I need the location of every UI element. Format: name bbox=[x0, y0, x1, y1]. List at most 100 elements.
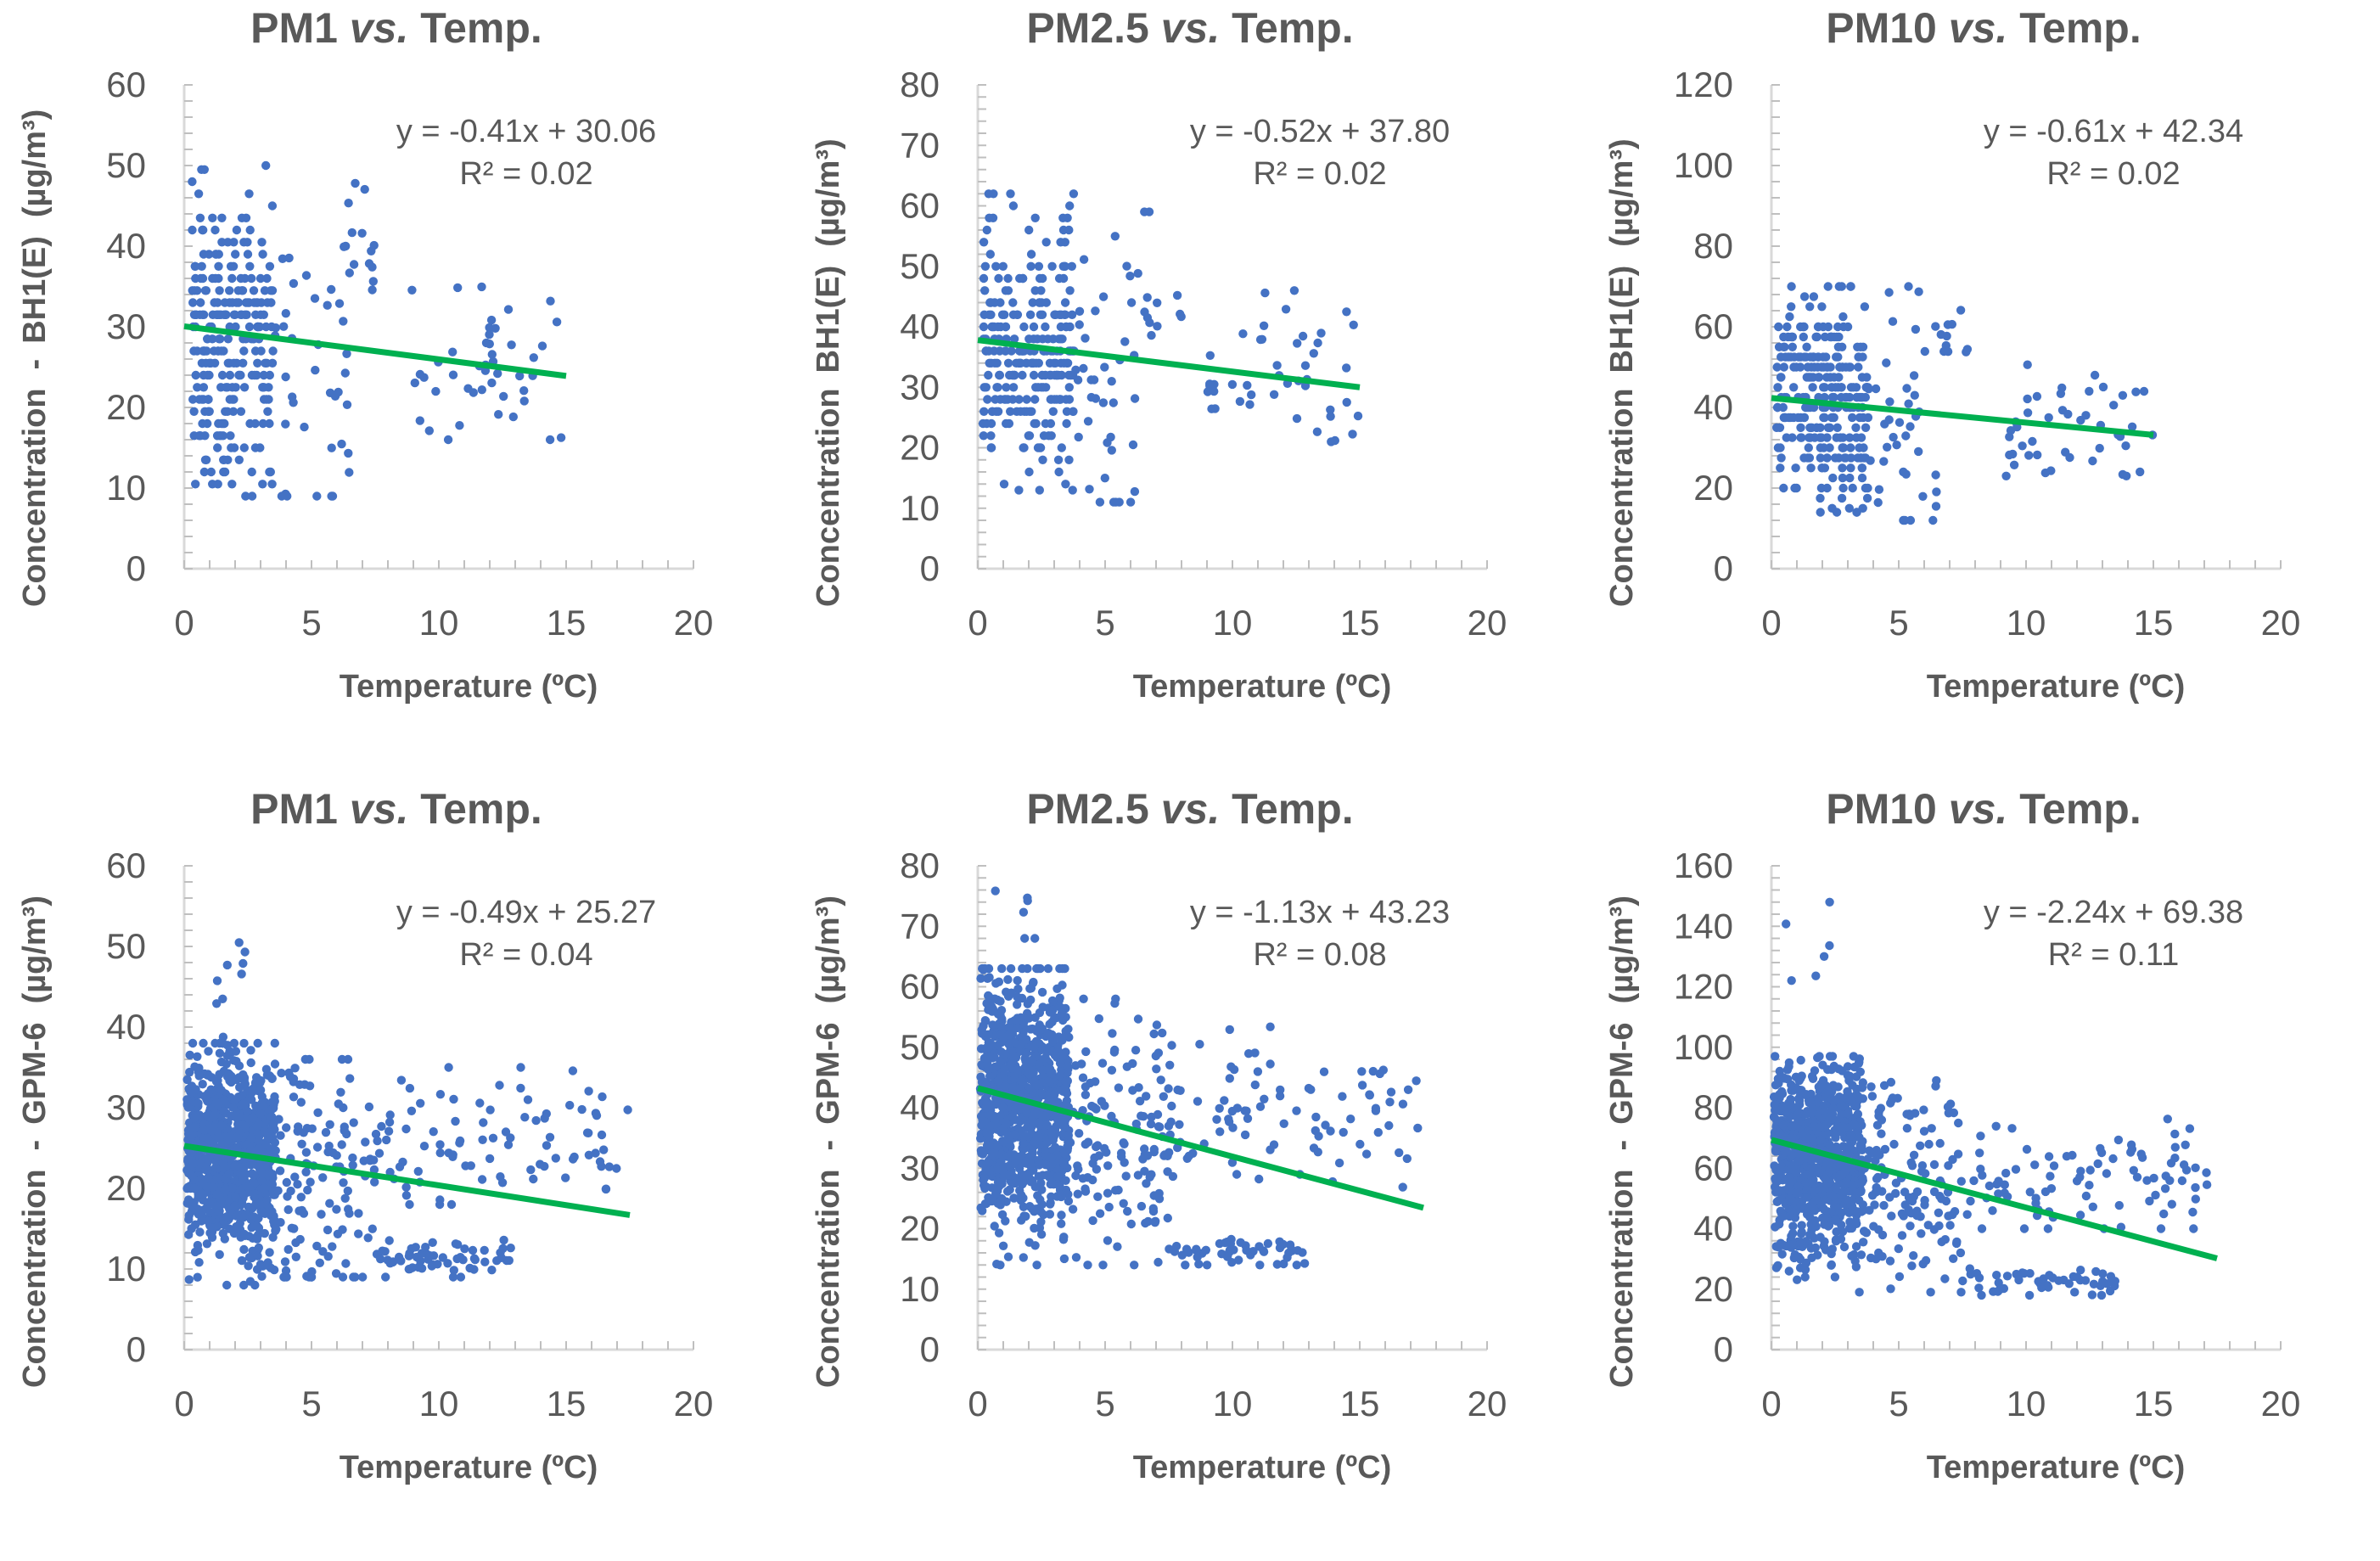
data-point bbox=[1010, 1160, 1019, 1169]
data-point bbox=[1123, 1206, 1132, 1216]
data-point bbox=[1788, 342, 1797, 351]
data-point bbox=[1918, 491, 1928, 501]
data-point bbox=[1816, 453, 1825, 463]
data-point bbox=[1026, 984, 1036, 993]
data-point bbox=[1024, 1238, 1034, 1247]
data-point bbox=[187, 1224, 196, 1233]
x-tick-label: 15 bbox=[2134, 1384, 2174, 1423]
data-point bbox=[240, 1161, 250, 1171]
data-point bbox=[1007, 346, 1016, 356]
y-tick-label: 120 bbox=[1674, 65, 1733, 104]
data-point bbox=[250, 443, 261, 452]
data-point bbox=[1176, 312, 1186, 322]
data-point bbox=[1022, 395, 1031, 404]
data-point bbox=[992, 1141, 1002, 1151]
data-point bbox=[1818, 322, 1828, 332]
data-point bbox=[188, 1114, 199, 1123]
data-point bbox=[577, 1104, 587, 1115]
data-point bbox=[998, 261, 1008, 271]
data-point bbox=[1829, 392, 1838, 402]
data-point bbox=[979, 238, 989, 247]
data-point bbox=[1862, 493, 1872, 503]
data-point bbox=[1005, 370, 1014, 380]
data-point bbox=[1005, 1185, 1014, 1194]
data-point bbox=[215, 286, 224, 295]
data-point bbox=[1065, 322, 1075, 332]
trend-line bbox=[183, 1143, 631, 1218]
data-point bbox=[2127, 422, 2137, 431]
data-point bbox=[199, 250, 209, 259]
data-point bbox=[1061, 480, 1070, 489]
data-point bbox=[1059, 1254, 1069, 1264]
data-point bbox=[1156, 1075, 1165, 1085]
data-point bbox=[1885, 1256, 1895, 1266]
x-tick-label: 15 bbox=[2134, 603, 2174, 643]
data-point bbox=[1142, 1092, 1151, 1101]
data-point bbox=[1292, 1261, 1301, 1270]
data-point bbox=[981, 346, 991, 356]
data-point bbox=[203, 334, 212, 344]
data-point bbox=[1802, 1193, 1812, 1202]
data-point bbox=[1283, 1253, 1292, 1262]
data-point bbox=[1151, 1051, 1160, 1061]
data-point bbox=[1002, 418, 1011, 429]
data-point bbox=[1326, 405, 1335, 414]
data-point bbox=[1073, 1161, 1082, 1171]
data-point bbox=[1053, 1114, 1063, 1124]
data-point bbox=[1786, 352, 1796, 362]
data-point bbox=[198, 418, 207, 429]
data-point bbox=[991, 261, 1001, 271]
data-point bbox=[1065, 286, 1075, 295]
data-point bbox=[1065, 201, 1075, 211]
data-point bbox=[324, 1141, 334, 1151]
data-point bbox=[263, 1258, 272, 1267]
data-point bbox=[1339, 1127, 1348, 1137]
data-point bbox=[239, 1213, 249, 1222]
data-point bbox=[385, 1236, 394, 1245]
data-point bbox=[1889, 432, 1898, 442]
data-point bbox=[1855, 443, 1864, 452]
data-point bbox=[1316, 328, 1326, 338]
data-point bbox=[1003, 974, 1013, 985]
data-point bbox=[1212, 1115, 1221, 1124]
data-point bbox=[1802, 342, 1811, 351]
data-point bbox=[1375, 1069, 1384, 1079]
data-point bbox=[1027, 1122, 1036, 1131]
title-pollutant: PM10 bbox=[1826, 4, 1937, 52]
data-point bbox=[1054, 334, 1064, 344]
data-point bbox=[313, 1108, 323, 1117]
data-point bbox=[1002, 1152, 1012, 1161]
y-tick-label: 120 bbox=[1674, 967, 1733, 1007]
data-point bbox=[1060, 238, 1069, 247]
data-point bbox=[1840, 1166, 1850, 1176]
chart-title: PM1 vs. Temp. bbox=[0, 784, 793, 834]
data-point bbox=[1348, 430, 1357, 439]
data-point bbox=[995, 370, 1004, 380]
data-point bbox=[1032, 1261, 1041, 1270]
data-point bbox=[1779, 332, 1788, 342]
data-point bbox=[995, 346, 1004, 356]
data-point bbox=[1109, 398, 1118, 407]
data-point bbox=[229, 358, 239, 368]
data-point bbox=[246, 1145, 255, 1154]
data-point bbox=[448, 1272, 458, 1282]
data-point bbox=[1064, 1196, 1074, 1206]
data-point bbox=[1304, 1083, 1314, 1093]
data-point bbox=[255, 273, 266, 284]
data-point bbox=[1874, 485, 1884, 494]
data-point bbox=[236, 407, 246, 416]
data-point bbox=[1029, 322, 1039, 332]
data-point bbox=[239, 346, 249, 356]
data-point bbox=[568, 1066, 578, 1075]
data-point bbox=[1227, 1158, 1238, 1167]
data-point bbox=[2028, 436, 2037, 446]
data-point bbox=[1081, 1090, 1091, 1099]
data-point bbox=[1022, 1048, 1031, 1058]
data-point bbox=[1041, 322, 1050, 332]
r-squared-text: R² = 0.02 bbox=[459, 156, 593, 192]
data-point bbox=[1140, 307, 1149, 317]
data-point bbox=[267, 1207, 277, 1216]
data-point bbox=[217, 370, 227, 380]
data-point bbox=[1827, 1052, 1838, 1061]
data-point bbox=[243, 238, 252, 247]
